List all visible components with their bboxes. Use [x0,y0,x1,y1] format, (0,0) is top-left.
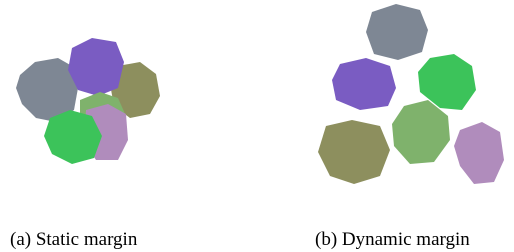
caption: (b) Dynamic margin [315,229,470,250]
blob-gray [366,4,428,60]
blob-olive [318,120,390,184]
caption: (a) Static margin [10,229,138,250]
page: (a) Static margin (b) Dynamic margin (()… [0,0,514,252]
blob-pink [454,122,504,184]
subfigure-a: (a) Static margin [10,38,160,250]
subfigure-b: (b) Dynamic margin [315,4,504,250]
blob-purple [332,58,396,110]
blob-lightgreen [392,100,450,164]
figure: (a) Static margin (b) Dynamic margin [0,0,514,252]
